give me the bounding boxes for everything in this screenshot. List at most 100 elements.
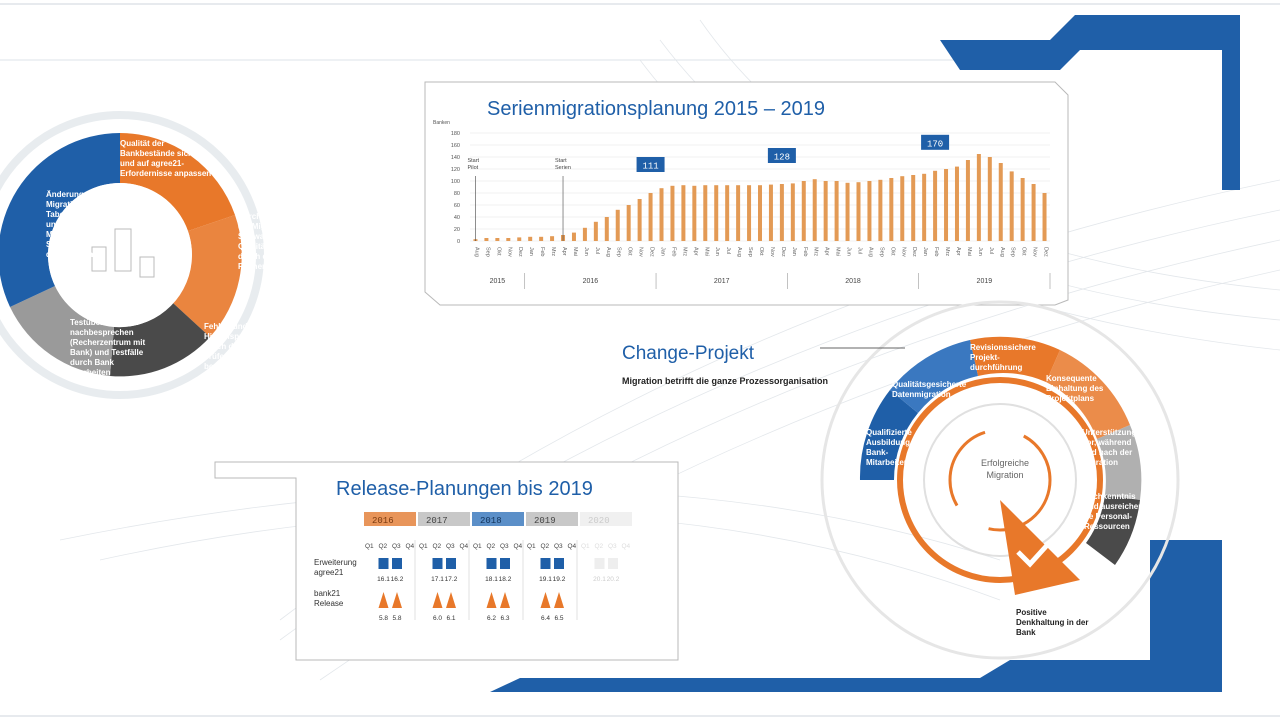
- bar: [867, 181, 872, 241]
- x-tick-label: Okt: [495, 247, 501, 256]
- bar: [736, 185, 741, 241]
- x-tick-label: Nov: [769, 247, 775, 257]
- bar: [1042, 193, 1047, 241]
- x-tick-label: Apr: [561, 247, 567, 256]
- bar: [539, 236, 544, 241]
- callout-box: [921, 134, 950, 150]
- x-tick-label: Nov: [506, 247, 512, 257]
- bar: [933, 170, 938, 241]
- x-tick-label: Jul: [725, 247, 731, 254]
- year-label: 2019: [977, 278, 993, 285]
- quarter-label: Q1: [473, 543, 482, 550]
- x-tick-label: Sep: [484, 247, 490, 257]
- agree21-release-square: [486, 558, 497, 569]
- release-grid: 2016 Q1 Q2 Q3 Q4 2017 Q1 Q2 Q3 Q4 2018 Q1 Q2 Q3 Q4 2019…: [364, 512, 632, 620]
- x-tick-label: Nov: [900, 247, 906, 257]
- x-tick-label: Mai: [572, 247, 578, 256]
- x-tick-label: Mai: [835, 247, 841, 256]
- bar: [747, 185, 752, 241]
- quarter-label: Q3: [392, 543, 401, 550]
- quarter-label: Q2: [433, 543, 442, 550]
- x-tick-label: Aug: [736, 247, 742, 257]
- year-label: 2016: [583, 278, 599, 285]
- bar: [812, 179, 817, 241]
- x-tick-label: Dez: [1043, 247, 1049, 257]
- bar: [878, 179, 883, 241]
- callout-box: [767, 148, 796, 163]
- quarter-label: Q1: [581, 543, 590, 550]
- agree21-release-square: [500, 558, 510, 569]
- bar: [779, 184, 784, 241]
- bar: [495, 238, 500, 241]
- x-tick-label: Jul: [856, 247, 862, 254]
- bank21-release-triangle: [486, 592, 497, 608]
- x-tick-label: Feb: [802, 247, 808, 256]
- bar: [954, 166, 959, 241]
- bar: [1020, 178, 1025, 241]
- bar: [1031, 184, 1036, 241]
- bar: [484, 238, 489, 241]
- x-tick-label: Aug: [999, 247, 1005, 257]
- x-tick-label: Apr: [955, 247, 961, 256]
- change-segment-training: Qualifizierte Ausbildung der Bank-Mitarb…: [866, 428, 925, 467]
- x-tick-label: Jul: [988, 247, 994, 254]
- agree21-release-square: [446, 558, 456, 569]
- release-title: Release-Planungen bis 2019: [336, 478, 593, 500]
- quarter-label: Q3: [554, 543, 563, 550]
- x-tick-label: Jan: [791, 247, 797, 256]
- quarter-label: Q1: [419, 543, 428, 550]
- bank21-release-label: 6.0: [433, 615, 442, 620]
- bar: [659, 188, 664, 241]
- agree21-release-label: 16.2: [391, 576, 404, 583]
- release-year-label: 2017: [426, 516, 448, 526]
- bar: [550, 236, 555, 241]
- bar: [506, 238, 511, 241]
- change-segment-plan: Konsequente Einhaltung des Projektplans: [1046, 374, 1104, 403]
- cycle-segment-changes: Änderungen an Migrations-Tabellen und/od…: [46, 190, 105, 259]
- bar: [944, 169, 949, 241]
- quarter-label: Q2: [487, 543, 496, 550]
- bar: [790, 183, 795, 241]
- agree21-release-label: 16.1: [377, 576, 390, 583]
- agree21-release-label: 17.2: [445, 576, 458, 583]
- bar: [976, 154, 981, 241]
- bank21-release-label: 6.2: [487, 615, 496, 620]
- bank21-release-triangle: [540, 592, 551, 608]
- quarter-label: Q2: [379, 543, 388, 550]
- agree21-release-square: [392, 558, 402, 569]
- x-tick-label: Sep: [1010, 247, 1016, 257]
- quarter-label: Q2: [595, 543, 604, 550]
- bar: [758, 185, 762, 241]
- marker-label: Serien: [555, 165, 571, 171]
- x-tick-label: Nov: [1032, 247, 1038, 257]
- marker-label: Start: [467, 158, 479, 164]
- x-tick-label: Jun: [714, 247, 720, 256]
- bank21-release-label: 6.4: [541, 615, 550, 620]
- callout-box: [636, 157, 665, 172]
- release-year-label: 2016: [372, 516, 394, 526]
- y-tick-label: 80: [454, 191, 460, 197]
- x-tick-label: Jan: [528, 247, 534, 256]
- change-project-subtitle: Migration betrifft die ganze Prozessorga…: [622, 376, 829, 386]
- cycle-segment-migration-software: Durchlauf durch die Migrations-Software …: [238, 212, 311, 271]
- bank21-release-triangle: [554, 592, 564, 608]
- change-project-title: Change-Projekt: [622, 343, 755, 364]
- bar: [703, 185, 708, 241]
- change-segment-support: Unterstützung vor, während und nach der …: [1082, 428, 1137, 467]
- x-tick-label: Jun: [583, 247, 589, 256]
- bar: [987, 157, 992, 241]
- callout-label: 111: [642, 162, 658, 172]
- change-segment-revision: Revisionssichere Projekt-durchführung: [970, 343, 1036, 372]
- x-tick-label: Sep: [878, 247, 884, 257]
- quarter-label: Q3: [608, 543, 617, 550]
- x-tick-label: Okt: [627, 247, 633, 256]
- change-segment-expertise: Fachkenntnis und ausreichen-de Personal-…: [1084, 492, 1146, 531]
- serien-bar-chart: Banken 0 20 40 60 80 100 120 140 160 180 Aug Sep Okt N…: [433, 120, 1051, 289]
- x-tick-label: Feb: [670, 247, 676, 256]
- x-tick-label: Mrz: [550, 247, 556, 256]
- bank21-release-label: 5.8: [392, 615, 401, 620]
- cycle-segment-tests: Testüberleitungen nachbesprechen (Recher…: [70, 318, 146, 377]
- bar: [637, 199, 642, 241]
- y-tick-label: 160: [451, 143, 460, 149]
